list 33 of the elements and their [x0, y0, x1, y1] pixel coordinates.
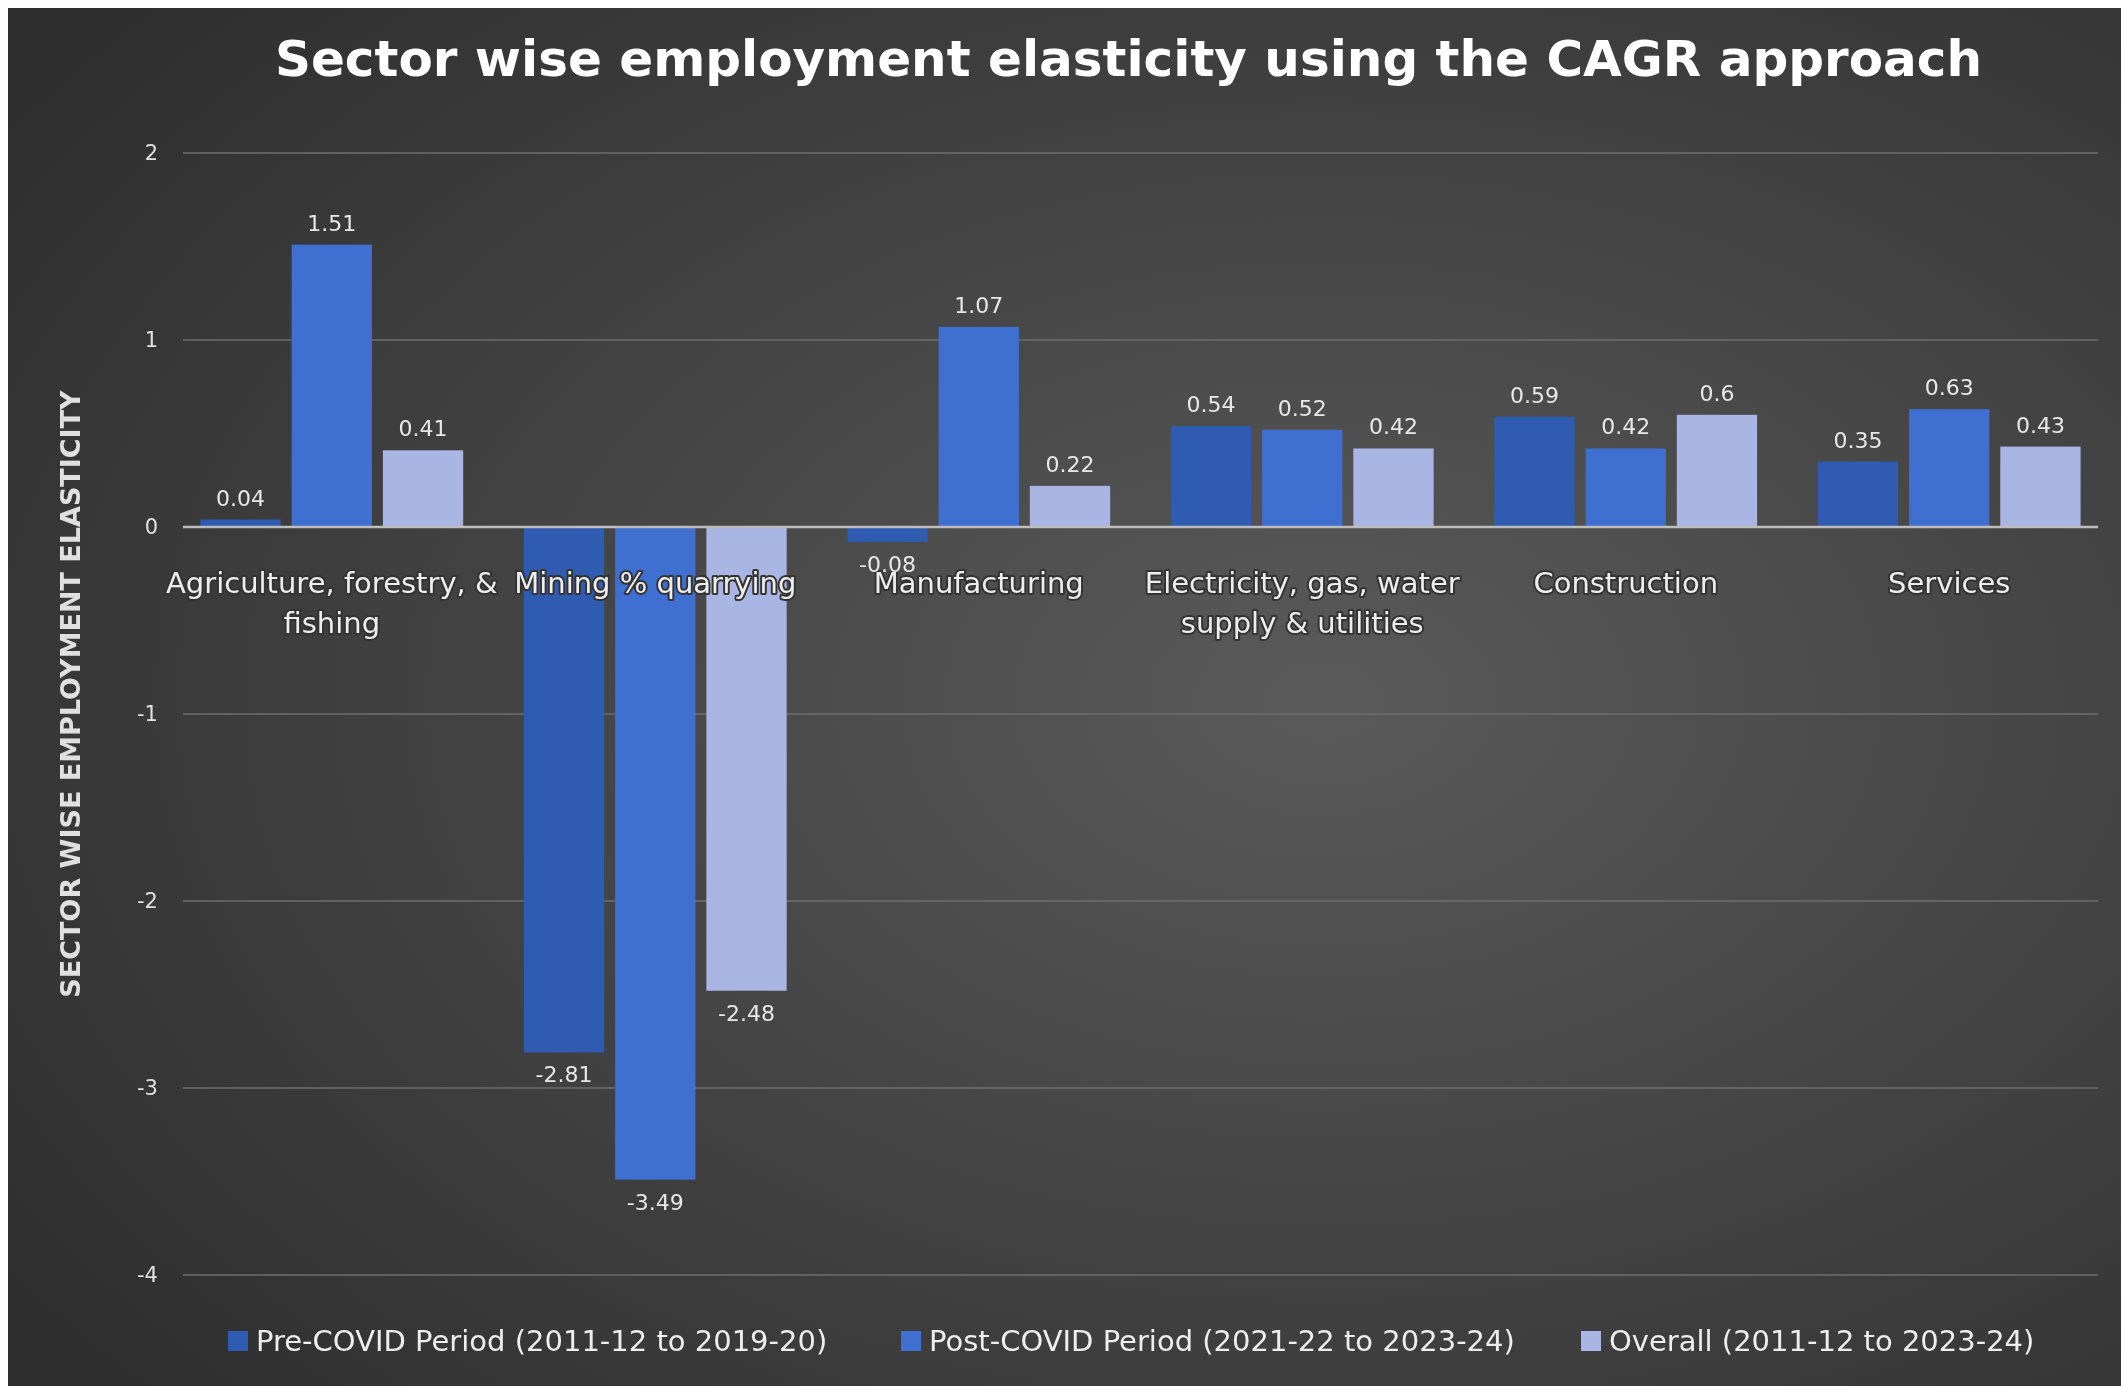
y-tick-label: -2	[137, 889, 158, 913]
x-tick-label: Construction	[1533, 566, 1719, 600]
y-tick-label: -1	[137, 702, 158, 726]
data-label: 0.59	[1509, 382, 1559, 408]
y-tick-label: -3	[137, 1076, 158, 1100]
x-tick-label: Electricity, gas, water supply & utilities	[1144, 566, 1460, 640]
data-label: -2.48	[718, 1000, 775, 1026]
x-tick-label: Agriculture, forestry, & fishing	[165, 566, 498, 640]
data-label: 1.51	[307, 210, 357, 236]
y-axis-title: SECTOR WISE EMPLOYMENT ELASTICITY	[55, 389, 86, 998]
y-tick-label: 1	[144, 328, 158, 352]
y-tick-label: 0	[144, 515, 158, 539]
data-label: -2.81	[535, 1062, 593, 1088]
legend-label: Pre-COVID Period (2011-12 to 2019-20)	[256, 1324, 828, 1358]
data-label: 0.42	[1368, 414, 1418, 440]
chart-title: Sector wise employment elasticity using the CAGR approach	[274, 30, 1983, 88]
data-label: 0.04	[216, 485, 266, 511]
data-label: 1.07	[954, 292, 1004, 318]
data-label: 0.42	[1601, 414, 1651, 440]
data-label: 0.6	[1699, 380, 1735, 406]
data-label: -3.49	[626, 1189, 684, 1215]
data-label: 0.35	[1833, 427, 1883, 453]
x-tick-label: Services	[1888, 566, 2011, 600]
data-label: 0.63	[1924, 375, 1974, 401]
data-label: 0.54	[1186, 392, 1236, 418]
data-label: 0.41	[398, 416, 448, 442]
legend-label: Post-COVID Period (2021-22 to 2023-24)	[929, 1324, 1515, 1358]
data-label: 0.52	[1277, 395, 1327, 421]
data-label: 0.43	[2015, 412, 2065, 438]
data-label: 0.22	[1045, 451, 1095, 477]
y-tick-label: 2	[144, 141, 158, 165]
y-tick-label: -4	[137, 1263, 158, 1287]
legend-label: Overall (2011-12 to 2023-24)	[1609, 1324, 2035, 1358]
